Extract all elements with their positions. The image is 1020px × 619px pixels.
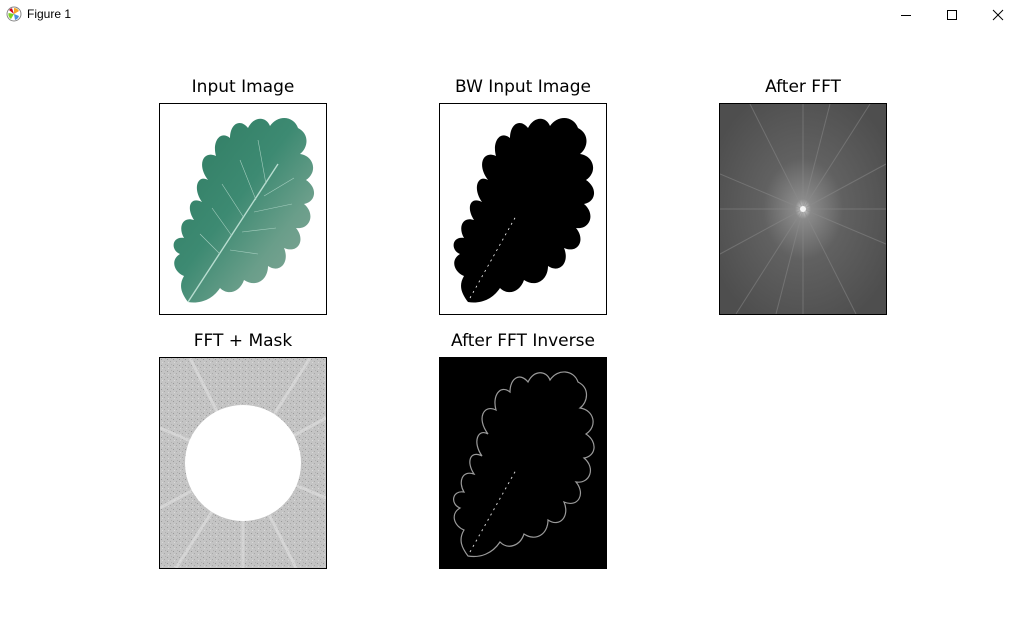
minimize-button[interactable] — [883, 0, 929, 30]
image-axes[interactable] — [439, 103, 607, 315]
leaf-color-image — [160, 104, 326, 314]
mask-circle — [185, 405, 301, 521]
image-axes[interactable] — [159, 357, 327, 569]
matplotlib-icon — [6, 6, 22, 22]
subplot-title: Input Image — [191, 77, 295, 97]
window-title-bar[interactable]: Figure 1 — [0, 0, 1020, 30]
image-axes[interactable] — [719, 103, 887, 315]
leaf-bw-image — [440, 104, 606, 314]
fft-spectrum-image — [720, 104, 886, 314]
subplot-title: After FFT — [765, 77, 841, 97]
subplot-title: FFT + Mask — [193, 331, 293, 351]
figure-canvas[interactable]: Input Image BW Input Image — [0, 30, 1020, 619]
window-title: Figure 1 — [27, 7, 72, 21]
image-axes[interactable] — [439, 357, 607, 569]
subplot-title: After FFT Inverse — [451, 331, 595, 351]
maximize-icon — [947, 10, 957, 20]
close-button[interactable] — [975, 0, 1020, 30]
fft-inverse-edges-image — [440, 358, 606, 568]
maximize-button[interactable] — [929, 0, 975, 30]
image-axes[interactable] — [159, 103, 327, 315]
fft-mask-image — [160, 358, 326, 568]
subplot-title: BW Input Image — [455, 77, 591, 97]
minimize-icon — [901, 15, 911, 16]
close-icon — [992, 9, 1004, 21]
